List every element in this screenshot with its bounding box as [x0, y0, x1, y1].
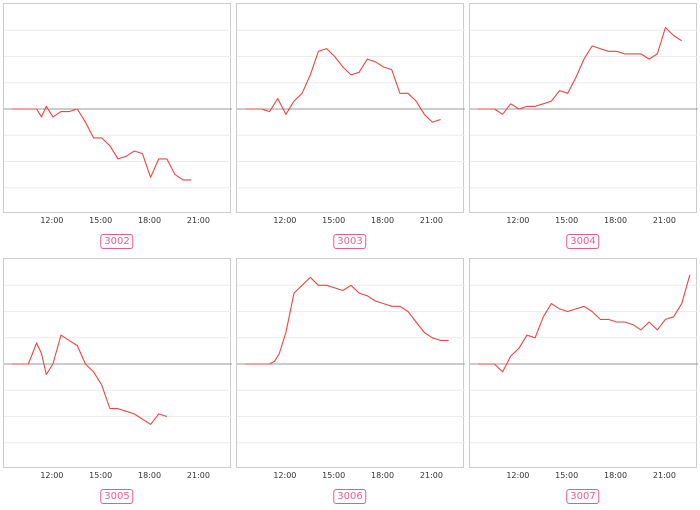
x-tick-label: 15:00 — [555, 216, 579, 225]
chart-panel — [3, 258, 232, 468]
x-tick-label: 15:00 — [89, 216, 113, 225]
series-line — [12, 105, 192, 181]
x-tick-label: 15:00 — [322, 216, 346, 225]
x-tick-label: 21:00 — [419, 471, 443, 480]
x-tick-label: 12:00 — [273, 471, 297, 480]
chart-panel — [469, 3, 698, 213]
x-tick-label: 18:00 — [604, 471, 628, 480]
stock-code-badge[interactable]: 3002 — [100, 234, 134, 249]
series-line — [12, 334, 168, 425]
x-tick-label: 12:00 — [40, 216, 64, 225]
stock-code-badge[interactable]: 3006 — [333, 489, 367, 504]
chart-panel — [469, 258, 698, 468]
x-tick-label: 15:00 — [89, 471, 113, 480]
x-tick-label: 21:00 — [652, 471, 676, 480]
chart-panel — [3, 3, 232, 213]
chart-plot-area — [4, 29, 232, 189]
x-tick-label: 18:00 — [371, 471, 395, 480]
x-tick-label: 15:00 — [555, 471, 579, 480]
x-tick-label: 18:00 — [604, 216, 628, 225]
x-tick-label: 12:00 — [506, 216, 530, 225]
x-tick-label: 21:00 — [652, 216, 676, 225]
x-tick-label: 18:00 — [371, 216, 395, 225]
chart-plot-area — [470, 27, 698, 189]
chart-plot-area — [237, 29, 465, 189]
chart-plot-area — [470, 274, 698, 444]
series-line — [478, 274, 691, 373]
chart-plot-area — [237, 276, 465, 444]
stock-code-badge[interactable]: 3005 — [100, 489, 134, 504]
x-tick-label: 18:00 — [138, 471, 162, 480]
chart-panel — [236, 3, 465, 213]
x-tick-label: 12:00 — [40, 471, 64, 480]
x-tick-label: 12:00 — [506, 471, 530, 480]
chart-plot-area — [4, 284, 232, 444]
series-line — [245, 48, 441, 123]
x-tick-label: 21:00 — [186, 216, 210, 225]
x-tick-label: 15:00 — [322, 471, 346, 480]
x-tick-label: 18:00 — [138, 216, 162, 225]
x-tick-label: 12:00 — [273, 216, 297, 225]
series-line — [478, 27, 683, 115]
series-line — [245, 276, 449, 365]
stock-code-badge[interactable]: 3004 — [566, 234, 600, 249]
stock-code-badge[interactable]: 3003 — [333, 234, 367, 249]
stock-code-badge[interactable]: 3007 — [566, 489, 600, 504]
x-tick-label: 21:00 — [186, 471, 210, 480]
chart-panel — [236, 258, 465, 468]
x-tick-label: 21:00 — [419, 216, 443, 225]
